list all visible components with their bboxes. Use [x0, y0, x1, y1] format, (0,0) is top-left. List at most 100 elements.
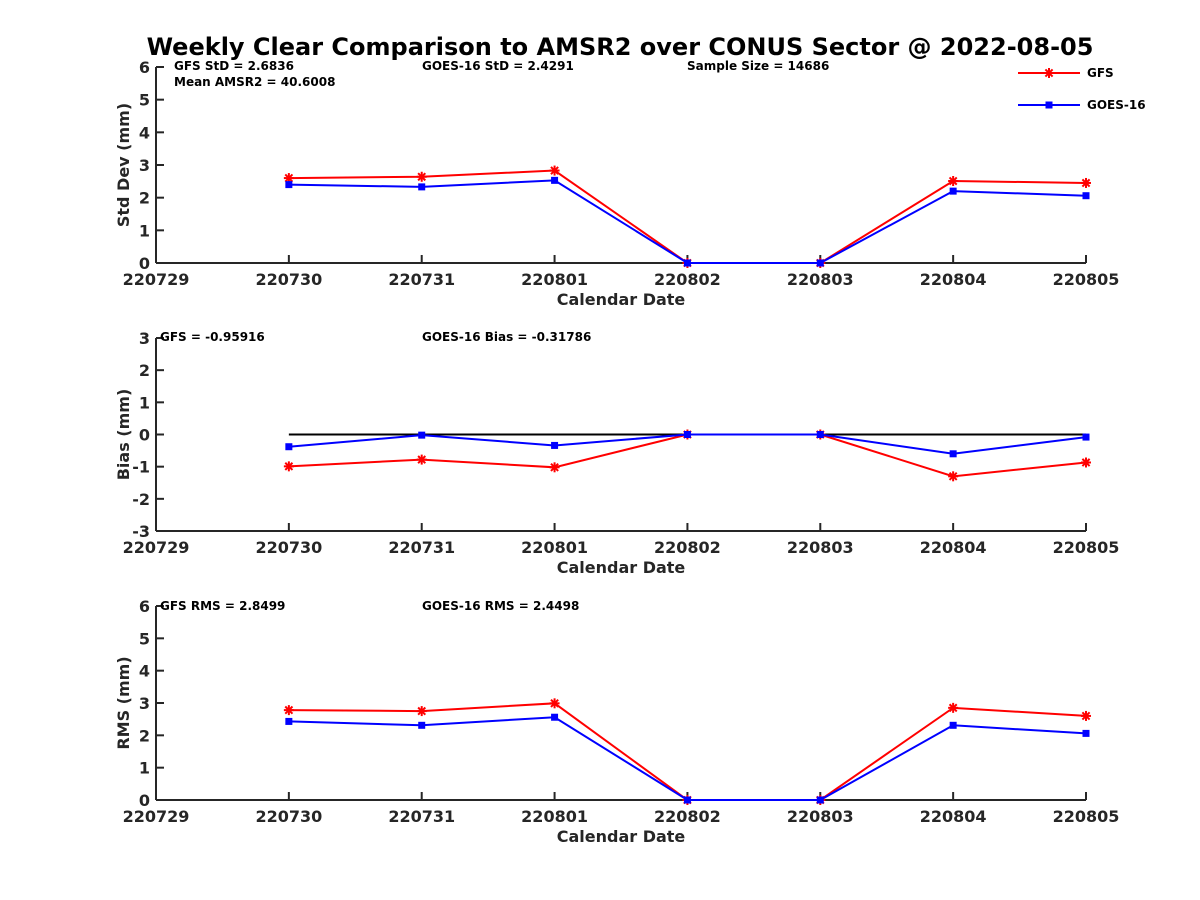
y-tick-label: 1 [139, 393, 150, 412]
legend-entry-gfs: GFS [1018, 66, 1114, 80]
data-point-gfs [416, 706, 427, 717]
series-goes16 [285, 713, 1090, 804]
data-point-goes16 [418, 183, 426, 191]
data-point-goes16 [816, 431, 824, 438]
legend: GFS GOES-16 [1018, 66, 1146, 112]
series-gfs [283, 165, 1091, 268]
y-axis-label: Bias (mm) [114, 389, 133, 481]
data-point-goes16 [551, 441, 559, 449]
data-point-gfs [948, 176, 959, 187]
x-axis-label: Calendar Date [557, 290, 686, 309]
data-point-gfs-stroke [948, 703, 958, 713]
data-point-goes16 [816, 796, 824, 804]
figure-title: Weekly Clear Comparison to AMSR2 over CO… [147, 33, 1094, 61]
data-point-goes16 [285, 181, 293, 189]
x-tick-label: 220805 [1053, 270, 1120, 289]
data-point-goes16 [949, 721, 957, 729]
y-axis-label: Std Dev (mm) [114, 103, 133, 227]
data-point-gfs-stroke [948, 472, 958, 481]
x-tick-label: 220731 [388, 807, 455, 826]
data-point-gfs-stroke [550, 699, 559, 708]
data-point-gfs [549, 165, 560, 176]
y-tick-label: 2 [139, 361, 150, 380]
legend-marker-goes16 [1045, 101, 1053, 109]
series-line-gfs [288, 169, 1087, 264]
x-tick-label: 220802 [654, 270, 721, 289]
data-point-gfs-stroke [284, 462, 294, 471]
data-point-goes16 [816, 259, 824, 267]
y-tick-label: 4 [139, 123, 150, 142]
x-tick-label: 220730 [255, 538, 322, 557]
x-tick-label: 220801 [521, 807, 588, 826]
x-tick-label: 220730 [255, 807, 322, 826]
y-tick-label: 3 [139, 329, 150, 348]
y-tick-label: -3 [132, 522, 150, 541]
data-point-gfs-stroke [284, 705, 294, 715]
series-goes16 [285, 431, 1090, 458]
stat-annotation-middle: GOES-16 RMS = 2.4498 [422, 599, 579, 613]
x-tick-label: 220801 [521, 270, 588, 289]
x-tick-label: 220729 [123, 807, 190, 826]
series-line-goes16 [288, 179, 1087, 264]
y-axis-label: RMS (mm) [114, 656, 133, 749]
data-point-gfs-stroke [1081, 458, 1091, 467]
data-point-goes16 [683, 431, 691, 438]
x-tick-label: 220805 [1053, 807, 1120, 826]
legend-label-goes16: GOES-16 [1087, 98, 1146, 112]
data-point-gfs [549, 462, 560, 473]
y-tick-label: 2 [139, 189, 150, 208]
y-tick-label: 5 [139, 629, 150, 648]
data-point-gfs-stroke [1081, 178, 1091, 188]
x-tick-label: 220802 [654, 807, 721, 826]
legend-square-marker [1045, 101, 1053, 109]
data-point-gfs-stroke [417, 455, 427, 464]
x-tick-label: 220731 [388, 270, 455, 289]
data-point-goes16 [683, 259, 691, 267]
data-point-goes16 [683, 796, 691, 804]
data-point-gfs-stroke [284, 173, 294, 183]
data-point-gfs [948, 702, 959, 713]
data-point-goes16 [551, 176, 559, 184]
x-tick-label: 220802 [654, 538, 721, 557]
data-point-goes16 [1082, 729, 1090, 737]
data-point-gfs [283, 461, 294, 472]
legend-asterisk-marker [1044, 68, 1054, 78]
legend-asterisk-marker-stroke [1044, 68, 1054, 78]
data-point-gfs [283, 705, 294, 716]
panel-1: 0 1 2 3 4 5 6 220729 220730 220731 220801 220802 220… [114, 58, 1119, 309]
y-tick-label: 3 [139, 694, 150, 713]
y-tick-label: 4 [139, 662, 150, 681]
stat-annotation-left: GFS RMS = 2.8499 [160, 599, 285, 613]
stat-annotation-right: Sample Size = 14686 [687, 59, 829, 73]
y-tick-label: 5 [139, 91, 150, 110]
x-tick-label: 220805 [1053, 538, 1120, 557]
x-tick-label: 220801 [521, 538, 588, 557]
panel-3: 0 1 2 3 4 5 6 220729 220730 220731 220801 220802 220… [114, 597, 1119, 846]
x-axis-label: Calendar Date [557, 558, 686, 577]
data-point-goes16 [949, 187, 957, 195]
y-tick-label: -1 [132, 458, 150, 477]
y-tick-label: 6 [139, 597, 150, 616]
data-point-goes16 [1082, 192, 1090, 200]
data-point-goes16 [1082, 433, 1090, 441]
data-point-gfs [948, 471, 959, 482]
data-point-goes16 [551, 713, 559, 721]
series-line-gfs [288, 702, 1087, 801]
data-point-goes16 [949, 450, 957, 458]
data-point-gfs-stroke [1081, 711, 1091, 721]
x-tick-label: 220803 [787, 538, 854, 557]
data-point-gfs-stroke [417, 706, 427, 716]
stat-annotation-left: GFS StD = 2.6836 [174, 59, 294, 73]
panel-2: -3 -2 -1 0 1 2 3 220729 220730 220731 220801 220802… [114, 329, 1119, 577]
y-tick-label: 3 [139, 156, 150, 175]
data-point-gfs [549, 698, 560, 709]
data-point-gfs-stroke [550, 166, 559, 175]
y-tick-label: 1 [139, 759, 150, 778]
series-line-goes16 [288, 716, 1087, 801]
data-point-gfs [1081, 457, 1091, 468]
x-tick-label: 220730 [255, 270, 322, 289]
x-axis-label: Calendar Date [557, 827, 686, 846]
data-point-gfs [416, 171, 427, 182]
